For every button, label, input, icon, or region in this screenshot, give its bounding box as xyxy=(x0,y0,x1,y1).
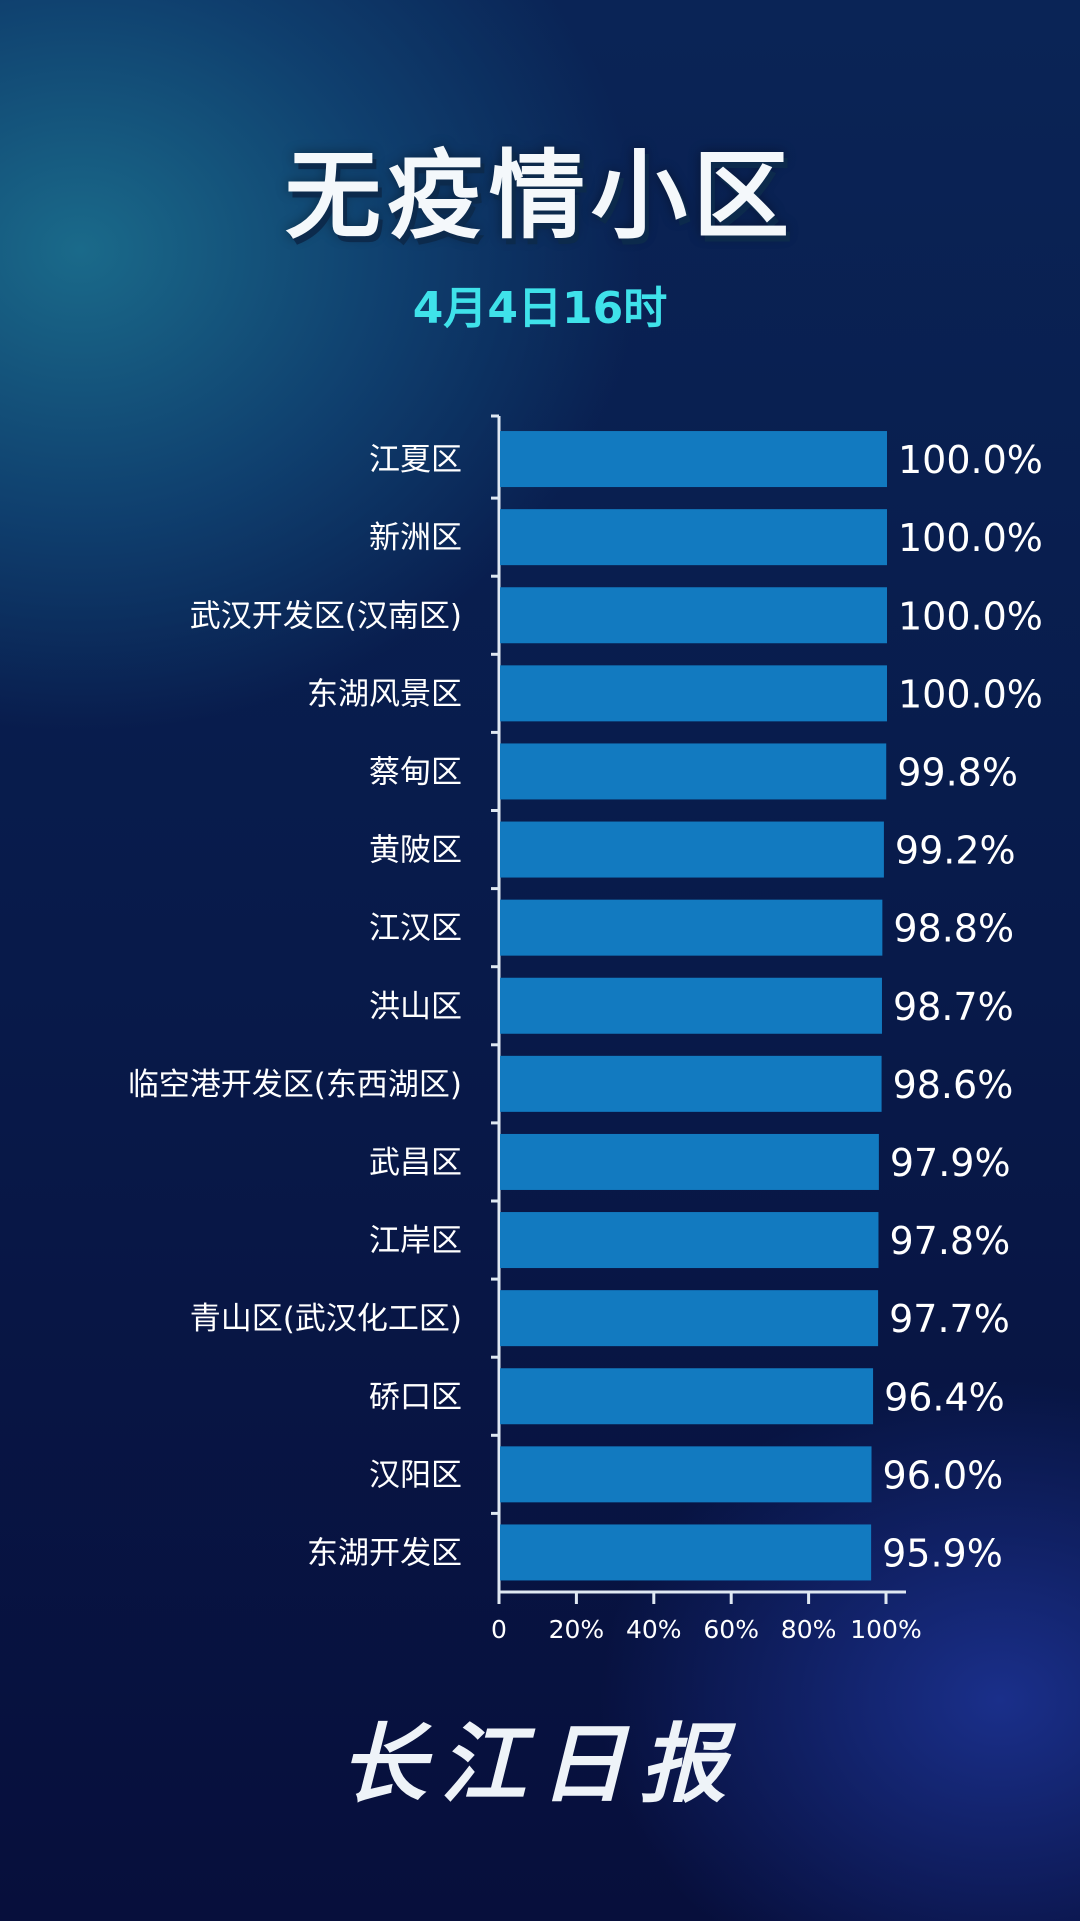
value-label: 100.0% xyxy=(898,438,1043,482)
value-label: 99.2% xyxy=(895,829,1016,873)
bar xyxy=(500,1133,879,1190)
category-label: 新洲区 xyxy=(369,520,462,556)
bar xyxy=(500,1368,874,1425)
category-label: 武汉开发区(汉南区) xyxy=(190,598,462,634)
newspaper-logo: 长江日报 xyxy=(340,1714,740,1815)
subtitle-date: 4月4日16时 xyxy=(412,283,668,334)
value-label: 100.0% xyxy=(898,594,1043,638)
x-tick-label: 80% xyxy=(781,1615,837,1644)
category-label: 东湖开发区 xyxy=(307,1535,462,1571)
x-tick-label: 20% xyxy=(549,1615,605,1644)
value-label: 96.4% xyxy=(884,1375,1005,1419)
bar xyxy=(500,1446,872,1503)
category-label: 江夏区 xyxy=(369,442,462,478)
category-label: 汉阳区 xyxy=(369,1457,462,1493)
bar xyxy=(500,1212,879,1269)
page-title: 无疫情小区 xyxy=(285,140,795,252)
category-label: 黄陂区 xyxy=(369,833,462,869)
bar xyxy=(500,665,887,722)
value-label: 97.8% xyxy=(889,1219,1010,1263)
value-label: 98.8% xyxy=(893,907,1014,951)
bar xyxy=(500,587,887,644)
bar xyxy=(500,899,883,956)
category-label: 蔡甸区 xyxy=(369,754,462,790)
x-tick-label: 60% xyxy=(703,1615,759,1644)
value-label: 98.7% xyxy=(893,985,1014,1029)
bar xyxy=(500,743,887,800)
category-label: 青山区(武汉化工区) xyxy=(190,1301,462,1337)
category-label: 洪山区 xyxy=(369,989,462,1025)
category-label: 江汉区 xyxy=(369,911,462,947)
category-label: 江岸区 xyxy=(369,1223,462,1259)
x-tick-label: 0 xyxy=(491,1615,507,1644)
bar xyxy=(500,1524,872,1581)
value-label: 100.0% xyxy=(898,516,1043,560)
bar xyxy=(500,431,887,488)
value-label: 96.0% xyxy=(883,1453,1004,1497)
bar xyxy=(500,509,887,566)
bar xyxy=(500,1055,882,1112)
category-label: 东湖风景区 xyxy=(307,676,462,712)
category-label: 武昌区 xyxy=(369,1145,462,1181)
bar xyxy=(500,1290,879,1347)
value-label: 98.6% xyxy=(893,1063,1014,1107)
bar xyxy=(500,977,882,1034)
value-label: 100.0% xyxy=(898,672,1043,716)
category-label: 临空港开发区(东西湖区) xyxy=(128,1067,462,1103)
category-label: 硚口区 xyxy=(369,1379,462,1415)
value-label: 99.8% xyxy=(897,750,1018,794)
bar xyxy=(500,821,884,878)
x-tick-label: 100% xyxy=(850,1615,921,1644)
value-label: 95.9% xyxy=(882,1531,1003,1575)
value-label: 97.7% xyxy=(889,1297,1010,1341)
value-label: 97.9% xyxy=(890,1141,1011,1185)
x-tick-label: 40% xyxy=(626,1615,682,1644)
